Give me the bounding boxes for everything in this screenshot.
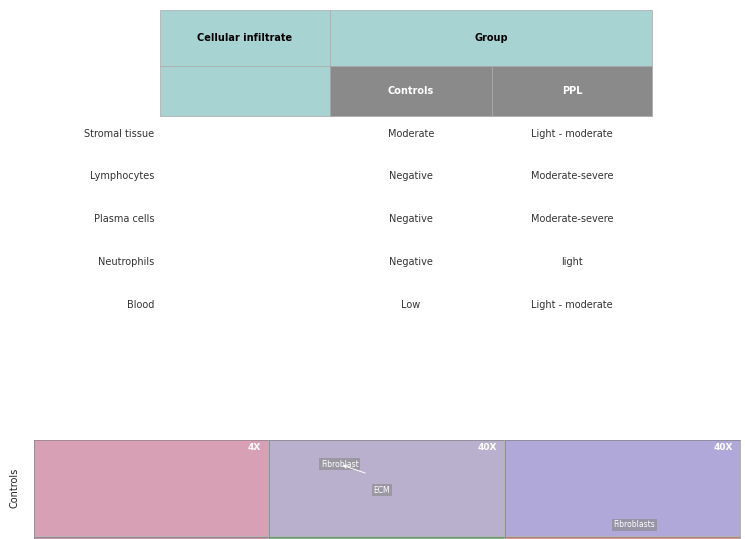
Text: Cellular infiltrate: Cellular infiltrate: [197, 33, 293, 43]
Text: ECM: ECM: [374, 486, 390, 495]
Bar: [160, 66, 330, 115]
Text: Lymphocytes: Lymphocytes: [90, 171, 154, 181]
Text: Light - moderate: Light - moderate: [531, 300, 613, 309]
Text: Controls: Controls: [388, 86, 434, 96]
Text: Low: Low: [402, 300, 421, 309]
Text: light: light: [561, 257, 583, 267]
Text: Blood: Blood: [127, 300, 154, 309]
Text: Fibroblast: Fibroblast: [321, 460, 358, 469]
Text: 40X: 40X: [713, 443, 733, 452]
Bar: [160, 10, 330, 66]
Text: Neutrophils: Neutrophils: [98, 257, 154, 267]
Text: Negative: Negative: [389, 171, 433, 181]
Text: Light - moderate: Light - moderate: [531, 128, 613, 139]
Text: Moderate-severe: Moderate-severe: [530, 171, 613, 181]
Text: Moderate: Moderate: [387, 128, 434, 139]
Bar: [330, 66, 492, 115]
Text: PPL: PPL: [562, 86, 583, 96]
Bar: [330, 10, 652, 66]
Text: Fibroblasts: Fibroblasts: [613, 520, 655, 529]
Text: Negative: Negative: [389, 214, 433, 224]
Text: 40X: 40X: [478, 443, 497, 452]
Text: Group: Group: [474, 33, 507, 43]
Text: Plasma cells: Plasma cells: [94, 214, 154, 224]
Text: Moderate-severe: Moderate-severe: [530, 214, 613, 224]
Text: Negative: Negative: [389, 257, 433, 267]
Text: Stromal tissue: Stromal tissue: [84, 128, 154, 139]
Text: 4X: 4X: [247, 443, 261, 452]
Text: Controls: Controls: [10, 468, 20, 508]
Bar: [492, 66, 652, 115]
